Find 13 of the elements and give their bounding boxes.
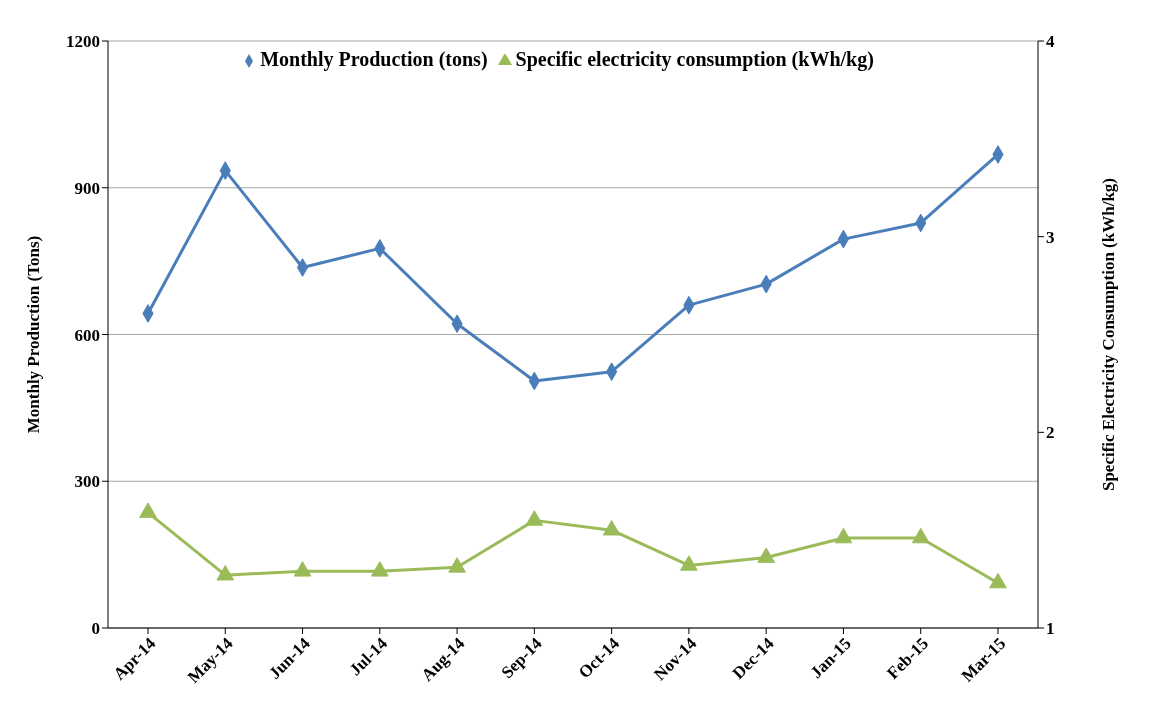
- y-tick-label: 0: [91, 619, 100, 639]
- y-axis-title: Monthly Production (Tons): [24, 235, 44, 434]
- y-tick-label: 300: [74, 472, 100, 492]
- legend-label: Monthly Production (tons): [260, 48, 488, 70]
- y2-axis-title: Specific Electricity Consumption (kWh/kg): [1099, 177, 1119, 492]
- y-tick-label: 1200: [66, 32, 100, 52]
- legend-label: Specific electricity consumption (kWh/kg): [515, 48, 874, 70]
- y2-tick-label: 1: [1046, 619, 1055, 639]
- y-tick-label: 600: [74, 325, 100, 345]
- y2-tick-label: 3: [1046, 227, 1055, 247]
- y-tick-label: 900: [74, 178, 100, 198]
- y2-tick-label: 4: [1046, 32, 1055, 52]
- y2-tick-label: 2: [1046, 423, 1055, 443]
